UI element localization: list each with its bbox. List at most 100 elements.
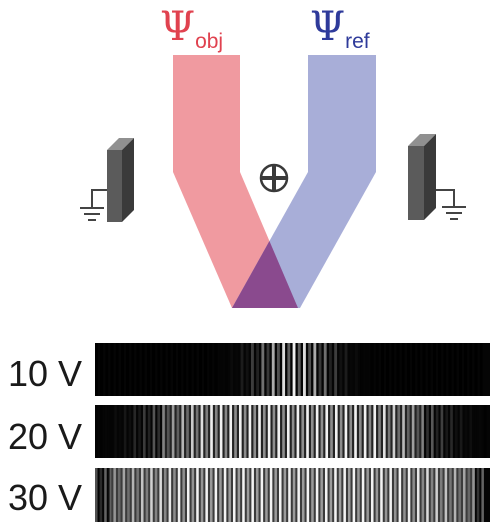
fringe-line xyxy=(343,468,346,522)
fringe-line xyxy=(303,343,306,396)
fringe-line xyxy=(191,468,195,522)
fringe-line xyxy=(373,405,377,458)
fringe-line xyxy=(183,343,187,396)
fringe-line xyxy=(349,405,353,458)
fringe-line xyxy=(339,405,343,458)
fringe-line xyxy=(394,468,397,522)
fringe-line xyxy=(320,405,324,458)
fringe-line xyxy=(412,343,416,396)
fringe-line xyxy=(205,405,209,458)
fringe-line xyxy=(440,468,443,522)
fringe-line xyxy=(219,468,222,522)
fringe-line xyxy=(150,468,153,522)
fringe-line xyxy=(131,468,135,522)
fringe-line xyxy=(407,468,411,522)
fringe-line xyxy=(365,343,369,396)
fringe-line xyxy=(323,343,327,396)
fringe-line xyxy=(349,343,353,396)
fringe-line xyxy=(182,468,185,522)
fringe-line xyxy=(430,468,434,522)
fringe-line xyxy=(401,343,405,396)
fringe-line xyxy=(242,468,245,522)
fringe-line xyxy=(330,405,333,458)
fringe-line xyxy=(152,405,156,458)
fringe-line xyxy=(450,405,453,458)
fringe-line xyxy=(277,343,280,396)
fringe-line xyxy=(176,405,180,458)
fringe-line xyxy=(384,468,388,522)
fringe-line xyxy=(162,405,165,458)
fringe-line xyxy=(302,468,305,522)
fringe-line xyxy=(119,405,122,458)
fringe-line xyxy=(122,468,126,522)
fringe-line xyxy=(339,343,343,396)
fringe-line xyxy=(248,405,252,458)
fringe-line xyxy=(459,343,462,396)
fringe-line xyxy=(463,468,466,522)
fringe-line xyxy=(348,468,351,522)
fringe-line xyxy=(375,468,379,522)
fringe-line xyxy=(481,468,484,522)
fringe-line xyxy=(228,468,231,522)
fringe-line xyxy=(99,405,103,458)
fringe-strip-10v xyxy=(95,343,490,396)
fringe-line xyxy=(168,468,172,522)
fringe-line xyxy=(467,468,471,522)
fringe-line xyxy=(210,468,213,522)
fringe-line xyxy=(243,405,247,458)
fringe-line xyxy=(157,405,161,458)
fringe-line xyxy=(200,405,204,458)
fringe-line xyxy=(113,468,116,522)
fringe-line xyxy=(105,343,109,396)
fringe-line xyxy=(458,468,461,522)
fringe-strip-30v xyxy=(95,468,490,522)
fringe-line xyxy=(261,343,265,396)
fringe-line xyxy=(453,468,457,522)
fringe-line xyxy=(411,405,415,458)
fringe-line xyxy=(233,468,236,522)
fringe-line xyxy=(315,405,319,458)
fringe-line xyxy=(128,405,132,458)
fringe-line xyxy=(422,343,426,396)
fringe-line xyxy=(235,343,239,396)
fringe-line xyxy=(479,405,482,458)
fringe-line xyxy=(246,468,250,522)
psi-ref-label: Ψref xyxy=(310,4,370,53)
fringe-line xyxy=(306,468,310,522)
fringe-line xyxy=(283,468,287,522)
fringe-line xyxy=(114,405,117,458)
fringe-line xyxy=(459,405,463,458)
fringe-line xyxy=(329,468,333,522)
fringe-line xyxy=(272,405,276,458)
fringe-line xyxy=(325,405,329,458)
fringe-line xyxy=(313,343,317,396)
fringe-line xyxy=(282,343,286,396)
fringe-line xyxy=(147,343,150,396)
fringe-line xyxy=(152,343,156,396)
fringe-line xyxy=(274,468,277,522)
fringe-line xyxy=(417,468,420,522)
voltage-label-10v: 10 V xyxy=(8,353,82,394)
fringe-line xyxy=(277,405,281,458)
fringe-line xyxy=(251,343,254,396)
fringe-line xyxy=(355,343,358,396)
fringe-line xyxy=(363,405,367,458)
fringe-line xyxy=(389,468,392,522)
fringe-line xyxy=(178,343,182,396)
fringe-line xyxy=(334,468,337,522)
fringe-line xyxy=(225,343,228,396)
fringe-line xyxy=(378,405,381,458)
fringe-line xyxy=(219,343,223,396)
fringe-line xyxy=(297,468,300,522)
fringe-line xyxy=(240,343,244,396)
fringe-line xyxy=(164,468,167,522)
fringe-line xyxy=(167,343,171,396)
fringe-line xyxy=(145,468,149,522)
fringe-line xyxy=(391,343,395,396)
fringe-line xyxy=(209,343,213,396)
fringe-line xyxy=(287,405,290,458)
fringe-line xyxy=(438,343,442,396)
fringe-line xyxy=(136,468,139,522)
fringe-line xyxy=(370,343,374,396)
